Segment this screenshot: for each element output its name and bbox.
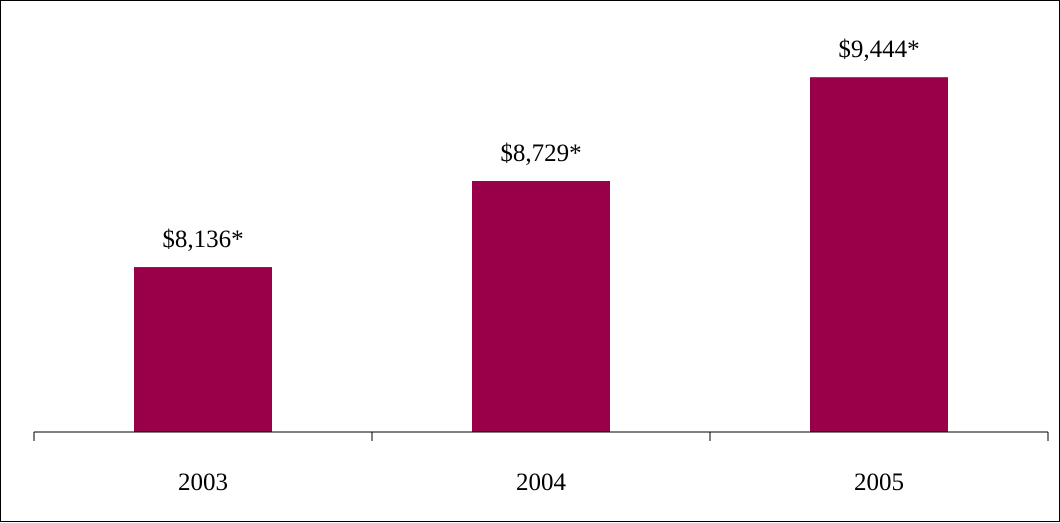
bar-2005	[810, 77, 948, 433]
bar-2003	[134, 267, 272, 432]
category-label-2005: 2005	[854, 469, 904, 496]
value-labels-group: $8,136* $8,729* $9,444*	[162, 36, 919, 253]
category-label-2003: 2003	[178, 469, 228, 496]
category-labels-group: 2003 2004 2005	[178, 469, 904, 496]
value-label-2004: $8,729*	[500, 140, 581, 167]
x-axis-ticks-group	[33, 432, 1049, 441]
bar-2004	[472, 180, 610, 432]
value-label-2003: $8,136*	[162, 226, 243, 253]
bars-group	[134, 77, 948, 433]
value-label-2005: $9,444*	[838, 36, 919, 63]
category-label-2004: 2004	[516, 469, 567, 496]
